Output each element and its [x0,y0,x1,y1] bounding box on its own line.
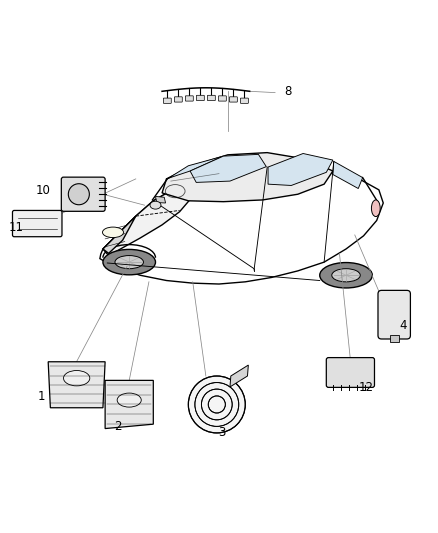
Ellipse shape [320,263,372,288]
Ellipse shape [188,376,245,433]
Ellipse shape [371,200,380,216]
FancyBboxPatch shape [230,97,237,102]
Text: 11: 11 [9,221,24,233]
FancyBboxPatch shape [378,290,410,339]
Polygon shape [230,365,248,387]
FancyBboxPatch shape [185,96,193,101]
FancyBboxPatch shape [219,96,226,101]
Polygon shape [390,335,399,342]
Polygon shape [103,183,193,255]
FancyBboxPatch shape [61,177,105,211]
Polygon shape [268,154,333,185]
FancyBboxPatch shape [326,358,374,387]
Text: 10: 10 [36,184,51,197]
Ellipse shape [64,370,90,386]
Text: 2: 2 [114,420,121,433]
FancyBboxPatch shape [13,211,62,237]
Text: 1: 1 [37,390,45,403]
Ellipse shape [103,249,155,275]
Polygon shape [166,156,223,179]
Text: 3: 3 [218,426,226,439]
Ellipse shape [117,393,141,407]
Text: 4: 4 [399,319,407,332]
Ellipse shape [102,227,124,238]
Ellipse shape [150,201,161,209]
Ellipse shape [332,269,360,282]
Polygon shape [100,166,383,284]
Polygon shape [190,155,266,182]
FancyBboxPatch shape [163,98,171,103]
FancyBboxPatch shape [208,95,215,101]
Ellipse shape [115,255,143,269]
Polygon shape [48,362,105,408]
Polygon shape [155,197,166,203]
FancyBboxPatch shape [240,98,248,103]
Polygon shape [333,161,363,189]
Polygon shape [105,381,153,429]
Ellipse shape [68,184,89,205]
Text: 12: 12 [358,381,373,394]
Polygon shape [162,152,333,201]
Polygon shape [103,216,136,253]
Text: 8: 8 [284,85,291,98]
FancyBboxPatch shape [174,97,182,102]
FancyBboxPatch shape [196,95,204,101]
